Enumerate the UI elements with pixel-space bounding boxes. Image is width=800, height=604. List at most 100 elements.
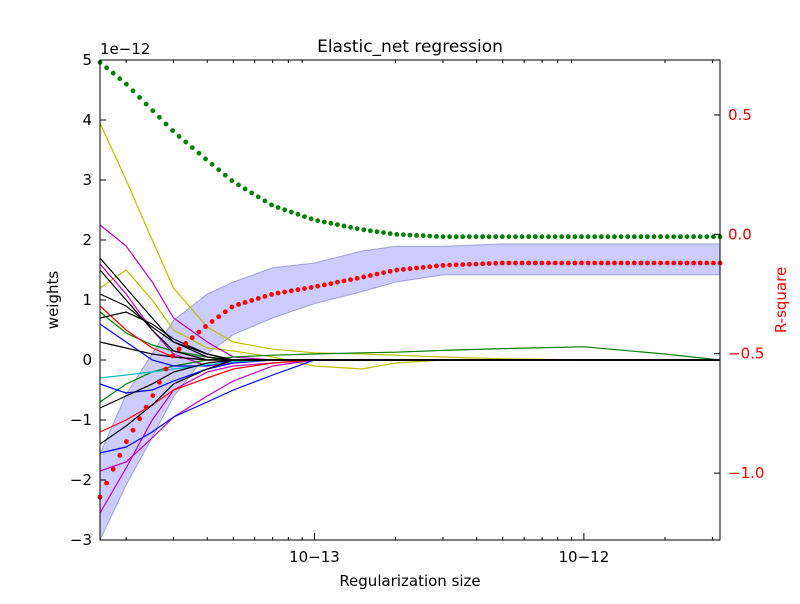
y2-tick-label: 0.5 <box>728 106 752 124</box>
r-square-point <box>427 233 433 239</box>
r-square-point <box>216 314 222 320</box>
y-axis-label: weights <box>44 271 62 330</box>
r-square-point <box>163 366 169 372</box>
r-square-point <box>157 379 162 385</box>
r-square-point <box>381 270 386 276</box>
y-tick-label: 3 <box>82 171 92 189</box>
r-square-point <box>506 234 512 240</box>
r-square-point <box>242 300 248 305</box>
r-square-point <box>453 262 459 268</box>
x-tick-label: 10−13 <box>289 548 340 566</box>
r-square-point <box>618 260 624 266</box>
r-square-point <box>467 261 472 267</box>
r-square-point <box>110 70 116 76</box>
r-square-point <box>612 260 617 266</box>
r-square-point <box>401 232 406 238</box>
y2-tick-label: −1.0 <box>728 464 764 482</box>
r-square-point <box>664 260 670 266</box>
r-square-point <box>315 283 321 289</box>
r-square-point <box>302 214 307 220</box>
r-square-point <box>625 234 631 240</box>
r-square-point <box>288 288 294 294</box>
r-square-point <box>222 309 228 315</box>
r-square-point <box>176 346 182 352</box>
r-square-point <box>658 234 663 240</box>
r-square-point <box>565 234 571 240</box>
r-square-point <box>506 260 512 266</box>
y-tick-label: −1 <box>70 411 92 429</box>
r-square-point <box>684 260 690 266</box>
r-square-point <box>374 271 380 277</box>
y2-tick-label: 0.0 <box>728 225 752 243</box>
r-square-point <box>341 278 347 284</box>
r-square-point <box>447 234 452 240</box>
r-square-point <box>354 226 360 232</box>
r-square-point <box>546 234 551 240</box>
r-square-point <box>361 227 367 233</box>
r-square-point <box>598 260 604 266</box>
r-square-point <box>203 156 208 162</box>
r-square-point <box>486 261 492 266</box>
r-square-point <box>262 294 268 299</box>
r-square-point <box>321 219 327 225</box>
r-square-point <box>249 298 255 303</box>
r-square-point <box>104 480 109 486</box>
r-square-point <box>157 114 162 120</box>
r-square-point <box>242 186 248 192</box>
r-square-point <box>585 234 591 240</box>
r-square-point <box>493 260 499 266</box>
r-square-point <box>592 260 598 266</box>
r-square-point <box>427 264 433 270</box>
r-square-point <box>513 234 518 240</box>
r-square-point <box>631 234 637 240</box>
r-square-point <box>651 234 657 240</box>
r-square-point <box>295 287 301 293</box>
r-square-point <box>467 234 472 240</box>
r-square-point <box>124 81 129 87</box>
r-square-point <box>222 172 228 178</box>
r-square-point <box>532 260 538 266</box>
r-square-point <box>288 209 294 215</box>
r-square-point <box>447 262 452 268</box>
r-square-point <box>196 329 202 335</box>
y-tick-label: 1 <box>82 291 92 309</box>
r-square-point <box>216 167 222 173</box>
r-square-point <box>625 260 631 266</box>
r-square-point <box>460 234 466 240</box>
r-square-point <box>585 260 591 266</box>
r-square-point <box>321 282 327 288</box>
r-square-point <box>684 234 690 240</box>
r-square-point <box>189 335 195 341</box>
r-square-point <box>335 222 340 228</box>
r-square-point <box>434 234 439 239</box>
r-square-point <box>559 260 565 266</box>
r-square-point <box>572 260 578 266</box>
r-square-point <box>255 296 261 301</box>
r-square-point <box>711 234 716 240</box>
r-square-point <box>678 234 683 240</box>
r-square-point <box>183 139 189 145</box>
r-square-point <box>638 234 644 240</box>
chart-title: Elastic_net regression <box>317 37 503 57</box>
r-square-point <box>434 263 439 269</box>
r-square-point <box>387 268 393 274</box>
r-square-point <box>572 234 578 240</box>
r-square-point <box>183 341 189 346</box>
r-square-point <box>328 220 334 226</box>
r-square-point <box>255 194 261 200</box>
r-square-point <box>539 260 545 266</box>
y-tick-label: −3 <box>70 531 92 549</box>
r-square-point <box>236 182 241 188</box>
x-axis-label: Regularization size <box>339 572 480 590</box>
r-square-point <box>565 260 571 266</box>
r-square-point <box>420 233 426 239</box>
weight-line <box>99 341 720 361</box>
r-square-point <box>645 234 650 240</box>
r-square-point <box>499 234 505 240</box>
r-square-point <box>354 275 360 281</box>
r-square-point <box>117 453 123 458</box>
r-square-point <box>493 234 499 240</box>
r-square-point <box>460 262 466 267</box>
r-square-point <box>678 260 683 266</box>
